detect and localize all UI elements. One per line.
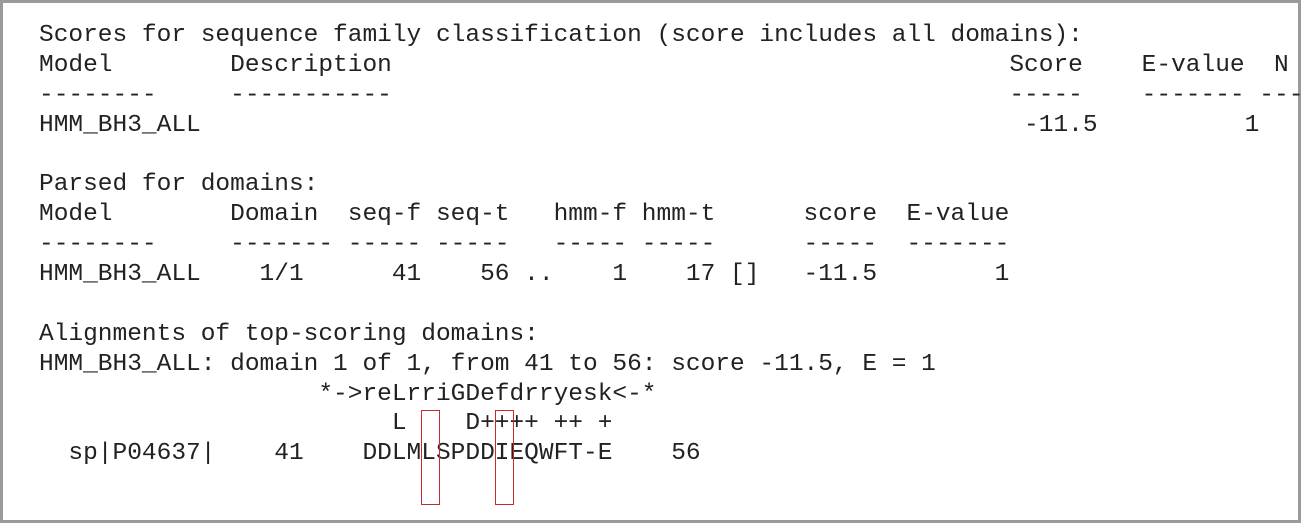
section3-line2: *->reLrriGDefdrryesk<-*	[39, 381, 657, 408]
section1-row: HMM_BH3_ALL -11.5 1 1	[39, 112, 1301, 139]
section1-title: Scores for sequence family classificatio…	[39, 22, 1083, 49]
section1-header: Model Description Score E-value N	[39, 52, 1289, 79]
section1-rule: -------- ----------- ----- ------- ---	[39, 82, 1301, 109]
section2-row: HMM_BH3_ALL 1/1 41 56 .. 1 17 [] -11.5 1	[39, 261, 1009, 288]
section2-title: Parsed for domains:	[39, 171, 318, 198]
hmm-output-text: Scores for sequence family classificatio…	[39, 21, 1274, 469]
section2-rule: -------- ------- ----- ----- ----- -----…	[39, 231, 1009, 258]
output-panel: Scores for sequence family classificatio…	[0, 0, 1301, 523]
section2-header: Model Domain seq-f seq-t hmm-f hmm-t sco…	[39, 201, 1009, 228]
section3-line3: L D++++ ++ +	[39, 410, 612, 437]
section3-title: Alignments of top-scoring domains:	[39, 321, 539, 348]
section3-line4: sp|P04637| 41 DDLMLSPDDIEQWFT-E 56	[39, 440, 701, 467]
section3-line1: HMM_BH3_ALL: domain 1 of 1, from 41 to 5…	[39, 351, 936, 378]
